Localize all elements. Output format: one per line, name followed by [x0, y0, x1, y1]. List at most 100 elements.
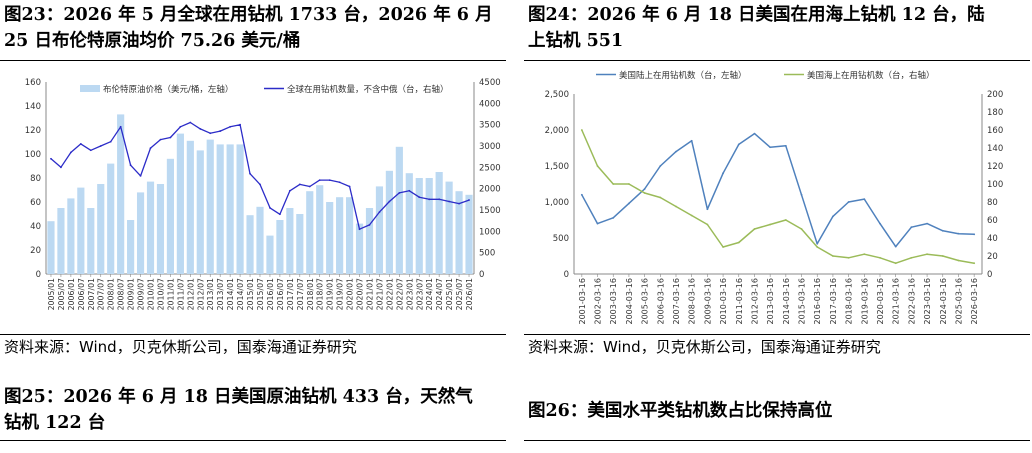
data-point	[458, 202, 460, 205]
bar-mark	[67, 198, 75, 274]
y-right-tick-label: 100	[987, 180, 1003, 190]
figure-25-title-line-2: 钻机 122 台	[4, 413, 106, 433]
y-left-tick-label: 0	[36, 270, 41, 280]
x-tick-label: 2017/01	[286, 278, 295, 310]
bar-mark	[435, 172, 443, 274]
x-tick-label: 2019-03-16	[860, 278, 869, 325]
data-point	[99, 145, 102, 147]
y-left-tick-label: 2,500	[545, 90, 569, 100]
data-point	[50, 157, 52, 160]
x-tick-label: 2023/07	[415, 278, 424, 310]
x-tick-label: 2008/07	[117, 278, 126, 310]
data-point	[973, 233, 976, 236]
figure-24-bottom-rule	[524, 334, 1030, 335]
x-tick-label: 2020/07	[356, 278, 365, 310]
x-tick-label: 2012/01	[186, 278, 195, 310]
y-left-tick-label: 140	[25, 102, 41, 112]
bar-mark	[365, 208, 374, 274]
data-point	[973, 262, 976, 265]
y-right-tick-label: 80	[987, 198, 998, 208]
data-point	[388, 200, 391, 203]
figure-23-chart: 0 20 40 60 80 100 120 140 160 0 500 1000 1500 2000 250…	[25, 78, 501, 310]
x-tick-label: 2004-03-16	[625, 278, 634, 325]
data-point	[169, 136, 172, 139]
bar-mark	[206, 139, 214, 274]
x-tick-label: 2013/01	[206, 278, 215, 310]
data-point	[358, 228, 361, 231]
x-tick-label: 2009-03-16	[703, 278, 712, 325]
y-right-tick-label: 140	[987, 144, 1003, 154]
series-line-0	[581, 132, 975, 248]
bar-mark	[246, 215, 254, 274]
bar-mark	[226, 144, 234, 274]
data-point	[279, 213, 281, 216]
x-tick-label: 2014/01	[226, 278, 235, 310]
figure-24-top-rule	[524, 60, 1030, 61]
bar-mark	[345, 197, 354, 274]
data-point	[753, 132, 756, 135]
x-tick-label: 2010-03-16	[719, 278, 728, 325]
x-tick-label: 2021/07	[375, 278, 384, 310]
data-point	[259, 183, 261, 186]
x-tick-label: 2007/07	[97, 278, 106, 310]
bar-mark	[375, 186, 384, 274]
figure-26-top-rule	[524, 440, 1030, 441]
x-tick-label: 2012/07	[196, 278, 205, 310]
data-point	[189, 121, 192, 124]
x-tick-label: 2005-03-16	[641, 278, 650, 325]
data-point	[784, 144, 787, 147]
y-right-tick-label: 0	[987, 270, 992, 280]
y-right-tick-label: 20	[987, 252, 998, 262]
y-right-tick-label: 0	[479, 270, 484, 280]
x-tick-label: 2003-03-16	[609, 278, 618, 325]
x-tick-label: 2013-03-16	[766, 278, 775, 325]
data-point	[199, 128, 202, 130]
bar-mark	[276, 220, 284, 274]
x-tick-label: 2026/01	[465, 278, 474, 310]
figure-26-title-line-1: 图26：美国水平类钻机数占比保持高位	[528, 401, 833, 421]
x-tick-label: 2025/07	[455, 278, 464, 310]
data-point	[139, 174, 142, 177]
data-point	[159, 138, 162, 141]
bar-mark	[296, 214, 304, 274]
x-tick-label: 2011/01	[166, 278, 175, 310]
data-point	[428, 198, 431, 201]
data-point	[722, 246, 724, 248]
x-tick-label: 2006/01	[67, 278, 76, 310]
legend-label-0: 美国陆上在用钻机数（台，左轴）	[619, 70, 747, 81]
x-tick-label: 2013/07	[216, 278, 225, 310]
y-right-tick-label: 2500	[479, 163, 501, 173]
bar-mark	[395, 146, 403, 274]
x-tick-label: 2014-03-16	[782, 278, 791, 325]
data-point	[239, 123, 241, 126]
x-tick-label: 2026-03-16	[970, 278, 979, 325]
data-point	[675, 205, 677, 208]
data-point	[580, 193, 583, 196]
legend-swatch-0	[80, 85, 100, 92]
figure-24-source: 资料来源：Wind，贝克休斯公司，国泰海通证券研究	[528, 338, 881, 356]
data-point	[816, 246, 819, 248]
x-tick-label: 2019/07	[336, 278, 345, 310]
bar-mark	[236, 144, 244, 274]
x-tick-label: 2019/01	[326, 278, 335, 310]
data-point	[89, 149, 92, 152]
data-point	[348, 185, 351, 188]
data-point	[659, 165, 662, 167]
x-tick-label: 2008/01	[107, 278, 116, 310]
data-point	[308, 185, 311, 188]
data-point	[706, 208, 709, 211]
figure-25-title-line-1: 图25：2026 年 6 月 18 日美国原油钻机 433 台，天然气	[4, 387, 473, 407]
data-point	[149, 147, 152, 150]
y-right-tick-label: 4000	[479, 99, 501, 109]
data-point	[288, 189, 291, 192]
data-point	[418, 196, 421, 199]
bar-mark	[405, 173, 413, 274]
data-point	[79, 142, 82, 145]
x-tick-label: 2016/07	[276, 278, 285, 310]
data-point	[209, 132, 212, 135]
y-left-tick-label: 160	[25, 78, 41, 88]
data-point	[328, 179, 331, 182]
data-point	[69, 151, 72, 154]
data-point	[894, 262, 897, 265]
figure-24-chart: 0 500 1,000 1,500 2,000 2,500 0 20 40 60 80 100 120 1…	[545, 70, 1004, 325]
